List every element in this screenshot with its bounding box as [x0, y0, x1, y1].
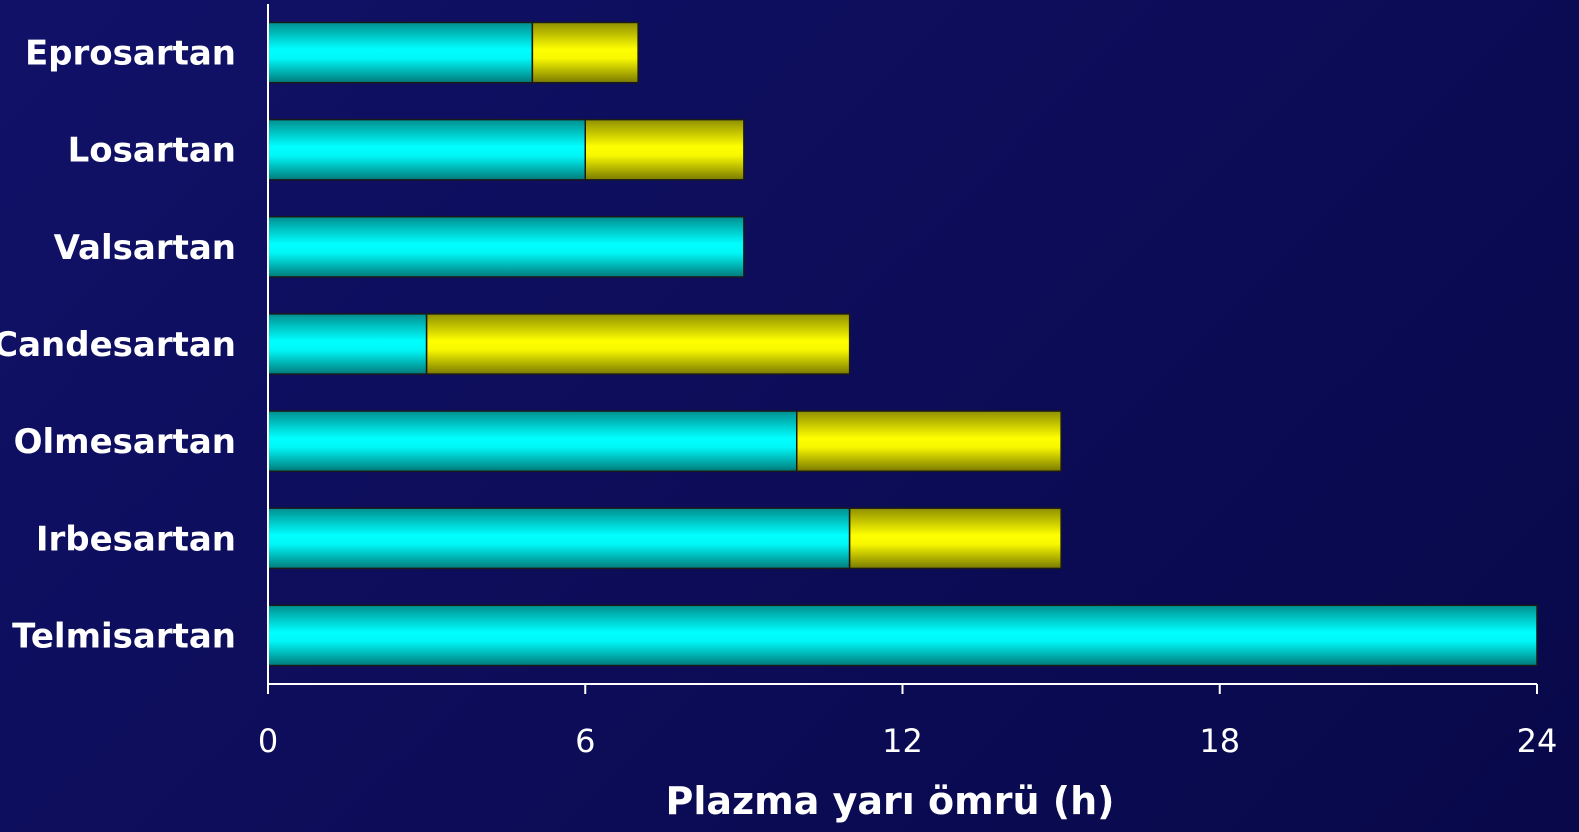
bar-irbesartan-segment-2	[848, 507, 1062, 570]
x-tick-label-18: 18	[1199, 722, 1240, 760]
x-tick-label-12: 12	[882, 722, 923, 760]
bar-losartan-segment-2	[584, 118, 745, 181]
category-label-losartan: Losartan	[68, 131, 236, 171]
x-axis-title: Plazma yarı ömrü (h)	[665, 779, 1114, 823]
bar-eprosartan-segment-2	[531, 21, 639, 84]
category-label-olmesartan: Olmesartan	[14, 422, 236, 462]
bar-candesartan-segment-1	[267, 313, 428, 375]
bars-layer	[267, 21, 1538, 667]
category-label-irbesartan: Irbesartan	[36, 519, 236, 559]
x-tick-label-24: 24	[1517, 722, 1558, 760]
bar-valsartan-segment-1	[267, 215, 745, 278]
category-labels: Eprosartan Losartan Valsartan Candesartan Ol…	[0, 34, 236, 657]
bar-eprosartan-segment-1	[267, 21, 534, 84]
category-label-candesartan: Candesartan	[0, 325, 236, 365]
category-label-telmisartan: Telmisartan	[12, 616, 236, 656]
x-tick-label-6: 6	[575, 722, 595, 760]
x-axis-ticks: 0 6 12 18 24	[258, 684, 1558, 760]
bar-losartan-segment-1	[267, 118, 586, 181]
bar-olmesartan-segment-2	[796, 410, 1062, 473]
bar-irbesartan-segment-1	[267, 507, 851, 570]
category-label-eprosartan: Eprosartan	[25, 34, 236, 74]
bar-olmesartan-segment-1	[267, 410, 798, 473]
bar-candesartan-segment-2	[425, 313, 851, 375]
bar-telmisartan-segment-1	[267, 604, 1538, 667]
category-label-valsartan: Valsartan	[54, 228, 236, 268]
x-tick-label-0: 0	[258, 722, 278, 760]
